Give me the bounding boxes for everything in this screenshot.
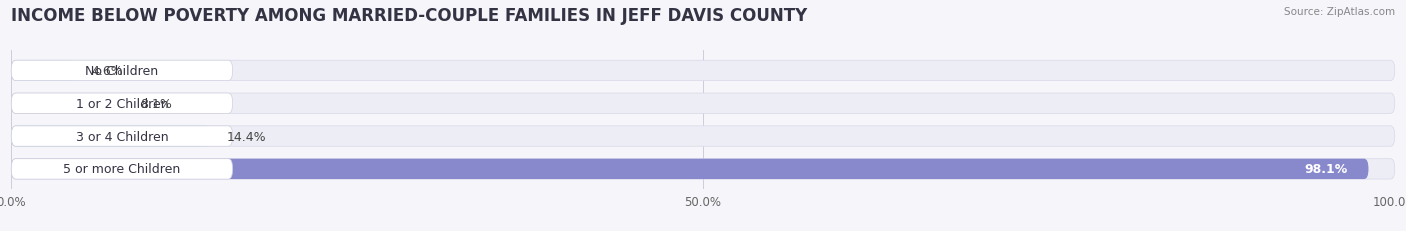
FancyBboxPatch shape <box>11 61 75 81</box>
Text: Source: ZipAtlas.com: Source: ZipAtlas.com <box>1284 7 1395 17</box>
FancyBboxPatch shape <box>11 126 1395 147</box>
Text: 4.6%: 4.6% <box>91 65 124 78</box>
FancyBboxPatch shape <box>11 61 1395 81</box>
FancyBboxPatch shape <box>11 94 1395 114</box>
FancyBboxPatch shape <box>11 159 1395 179</box>
Text: 98.1%: 98.1% <box>1305 163 1348 176</box>
FancyBboxPatch shape <box>11 94 124 114</box>
Text: 8.1%: 8.1% <box>141 97 172 110</box>
Text: 14.4%: 14.4% <box>228 130 267 143</box>
Text: 1 or 2 Children: 1 or 2 Children <box>76 97 169 110</box>
FancyBboxPatch shape <box>11 159 1368 179</box>
FancyBboxPatch shape <box>11 126 232 147</box>
FancyBboxPatch shape <box>11 126 211 147</box>
FancyBboxPatch shape <box>11 159 232 179</box>
Text: No Children: No Children <box>86 65 159 78</box>
Text: 3 or 4 Children: 3 or 4 Children <box>76 130 169 143</box>
Text: 5 or more Children: 5 or more Children <box>63 163 180 176</box>
FancyBboxPatch shape <box>11 61 232 81</box>
Text: INCOME BELOW POVERTY AMONG MARRIED-COUPLE FAMILIES IN JEFF DAVIS COUNTY: INCOME BELOW POVERTY AMONG MARRIED-COUPL… <box>11 7 807 25</box>
FancyBboxPatch shape <box>11 94 232 114</box>
